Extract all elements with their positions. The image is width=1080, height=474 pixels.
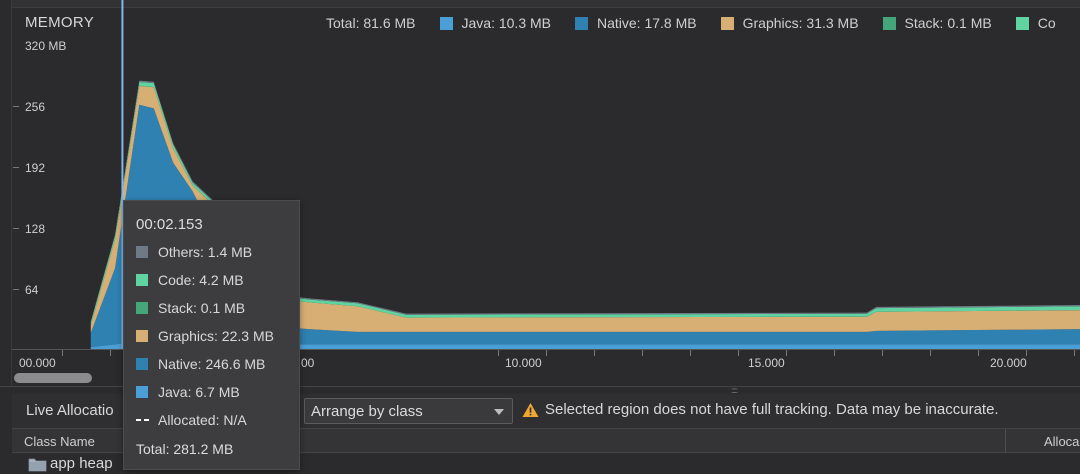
column-header-class-name[interactable]: Class Name <box>24 434 95 449</box>
legend-label: Native: 17.8 MB <box>597 15 697 31</box>
x-axis-line <box>12 349 1080 350</box>
x-tick-mark <box>1074 350 1075 356</box>
live-allocation-label: Live Allocatio <box>26 402 114 419</box>
series-area-java <box>90 342 1080 349</box>
tooltip-row-code: Code: 4.2 MB <box>136 271 244 289</box>
legend-item-code: Co <box>1015 15 1056 31</box>
heap-name: app heap <box>50 455 113 472</box>
legend-item-graphics: Graphics: 31.3 MB <box>720 15 859 31</box>
tooltip-row-allocated: Allocated: N/A <box>136 411 247 429</box>
x-tick-mark <box>594 350 595 356</box>
native-swatch <box>575 16 588 30</box>
warning-text: Selected region does not have full track… <box>545 401 999 418</box>
x-tick-mark <box>786 350 787 356</box>
tooltip-row-label: Stack: 0.1 MB <box>158 300 246 316</box>
x-tick-mark <box>62 350 63 356</box>
legend-item-java: Java: 10.3 MB <box>439 15 552 31</box>
warning-icon <box>522 402 539 417</box>
memory-tooltip: 00:02.153 Others: 1.4 MB Code: 4.2 MB St… <box>123 200 300 470</box>
x-tick-mark <box>738 350 739 356</box>
y-tick-mark <box>13 228 19 229</box>
tooltip-row-label: Allocated: N/A <box>158 412 247 428</box>
x-tick-mark <box>690 350 691 356</box>
java-swatch <box>136 386 148 398</box>
legend-item-native: Native: 17.8 MB <box>575 15 697 31</box>
x-tick-mark <box>834 350 835 356</box>
stack-swatch <box>882 16 896 30</box>
y-tick-label: 256 <box>25 100 46 114</box>
chart-title: MEMORY <box>25 14 95 31</box>
column-divider[interactable] <box>1005 429 1006 453</box>
code-swatch <box>1015 16 1029 30</box>
tooltip-row-native: Native: 246.6 MB <box>136 355 265 373</box>
folder-icon <box>28 458 47 472</box>
legend-label: Co <box>1037 15 1056 31</box>
splitter-grip-icon[interactable]: ::::: <box>731 386 738 395</box>
tooltip-row-stack: Stack: 0.1 MB <box>136 299 245 317</box>
y-tick-mark <box>13 106 19 107</box>
allocated-dash-icon <box>136 419 149 421</box>
others-swatch <box>136 246 148 258</box>
graphics-swatch <box>720 16 734 30</box>
y-tick-mark <box>13 289 19 290</box>
column-header-allocations[interactable]: Alloca <box>1044 434 1080 449</box>
tooltip-row-label: Java: 6.7 MB <box>158 384 240 400</box>
y-tick-label: 320 MB <box>25 39 67 53</box>
x-tick-mark <box>498 350 499 356</box>
x-tick-label: 00.000 <box>19 356 56 370</box>
y-tick-mark <box>13 167 19 168</box>
native-swatch <box>136 358 148 370</box>
tooltip-time: 00:02.153 <box>136 216 203 233</box>
x-tick-mark <box>1026 350 1027 356</box>
tooltip-row-java: Java: 6.7 MB <box>136 383 240 401</box>
legend-label: Graphics: 31.3 MB <box>742 15 859 31</box>
x-tick-label: 20.000 <box>990 356 1027 370</box>
y-tick-label: 128 <box>25 222 46 236</box>
x-tick-label: 15.000 <box>748 356 785 370</box>
left-gutter <box>0 0 12 386</box>
x-tick-label: 10.000 <box>505 356 542 370</box>
tooltip-row-others: Others: 1.4 MB <box>136 243 252 261</box>
legend-label: Stack: 0.1 MB <box>904 15 992 31</box>
x-tick-mark <box>546 350 547 356</box>
x-tick-label: 00 <box>301 356 315 370</box>
legend-total: Total: 81.6 MB <box>326 15 416 31</box>
arrange-by-select[interactable]: Arrange by class <box>304 398 513 424</box>
y-tick-label: 192 <box>25 161 46 175</box>
code-swatch <box>136 274 148 286</box>
y-tick-label: 64 <box>25 283 39 297</box>
arrange-by-value: Arrange by class <box>311 403 423 420</box>
timeline-scrollbar[interactable] <box>14 373 92 383</box>
chevron-down-icon <box>494 409 504 415</box>
table-row[interactable]: app heap <box>12 453 1080 474</box>
x-tick-mark <box>978 350 979 356</box>
x-tick-mark <box>110 350 111 356</box>
top-strip <box>0 0 1080 8</box>
legend-item-stack: Stack: 0.1 MB <box>882 15 992 31</box>
tooltip-row-label: Code: 4.2 MB <box>158 272 244 288</box>
x-tick-mark <box>882 350 883 356</box>
graphics-swatch <box>136 330 148 342</box>
legend-label: Java: 10.3 MB <box>461 15 552 31</box>
legend: Total: 81.6 MB Java: 10.3 MB Native: 17.… <box>326 14 1080 32</box>
stack-swatch <box>136 302 148 314</box>
tooltip-total: Total: 281.2 MB <box>136 441 234 457</box>
java-swatch <box>439 16 453 30</box>
tooltip-row-label: Native: 246.6 MB <box>158 356 266 372</box>
tracking-warning: Selected region does not have full track… <box>522 401 999 418</box>
x-tick-mark <box>930 350 931 356</box>
x-tick-mark <box>642 350 643 356</box>
tooltip-row-label: Graphics: 22.3 MB <box>158 328 274 344</box>
tooltip-row-graphics: Graphics: 22.3 MB <box>136 327 274 345</box>
panel-splitter[interactable] <box>0 386 1080 394</box>
tooltip-row-label: Others: 1.4 MB <box>158 244 253 260</box>
